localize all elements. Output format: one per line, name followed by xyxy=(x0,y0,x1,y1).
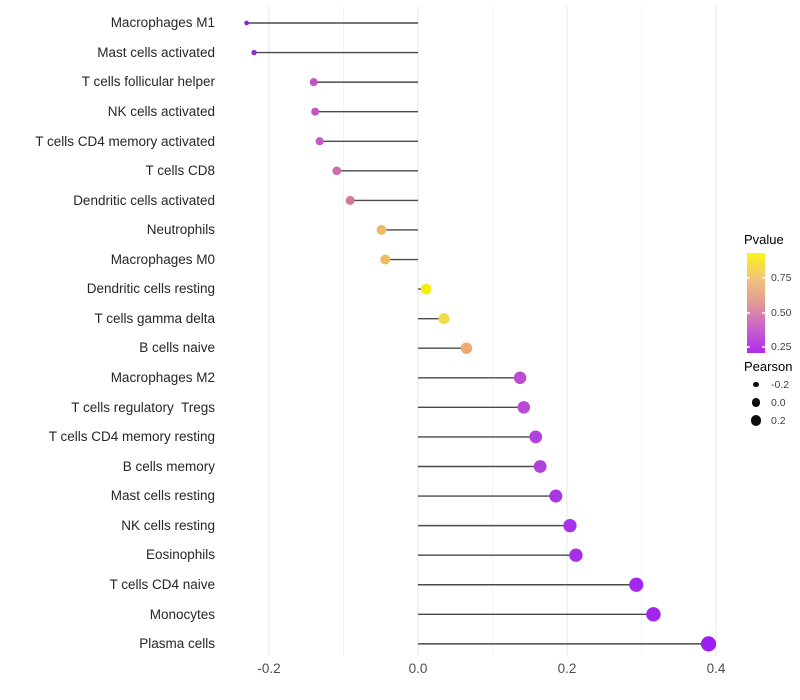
gradient-tick-mark xyxy=(747,312,750,314)
y-axis-label: Neutrophils xyxy=(146,222,215,238)
pvalue-gradient-bar xyxy=(747,253,765,353)
lollipop-dot xyxy=(420,283,432,295)
pearson-legend-dot xyxy=(753,381,759,388)
x-axis-tick-label: 0.0 xyxy=(408,661,428,676)
x-axis-tick-label: 0.4 xyxy=(706,661,726,676)
lollipop-dot xyxy=(563,518,577,533)
gradient-tick-mark xyxy=(747,346,750,348)
lollipop-dot xyxy=(251,49,257,56)
lollipop-dot xyxy=(332,166,342,176)
y-axis-label: T cells CD4 memory activated xyxy=(35,133,215,149)
pearson-legend-dot xyxy=(750,415,762,426)
y-axis-label: Monocytes xyxy=(149,606,215,622)
y-axis-label: Macrophages M0 xyxy=(110,251,215,267)
pearson-legend-label: 0.2 xyxy=(771,414,786,427)
pearson-legend-label: 0.0 xyxy=(771,396,786,409)
x-axis-tick-label: -0.2 xyxy=(257,661,281,676)
y-axis-label: T cells CD8 xyxy=(145,163,215,179)
lollipop-dot xyxy=(517,401,531,414)
lollipop-dot xyxy=(646,607,661,622)
lollipop-dot xyxy=(315,137,324,146)
lollipop-dot xyxy=(380,254,391,265)
pearson-legend-label: -0.2 xyxy=(771,378,790,391)
gradient-tick-mark xyxy=(747,277,750,279)
pvalue-legend-tick-label: 0.50 xyxy=(771,307,792,319)
pvalue-legend-title: Pvalue xyxy=(744,232,784,247)
y-axis-label: Mast cells activated xyxy=(97,44,215,60)
y-axis-label: Mast cells resting xyxy=(110,488,215,504)
gradient-tick-mark xyxy=(762,277,765,279)
lollipop-dot xyxy=(569,548,583,562)
y-axis-label: Dendritic cells activated xyxy=(73,192,215,208)
y-axis-label: B cells memory xyxy=(122,458,215,474)
y-axis-label: Plasma cells xyxy=(139,636,215,652)
lollipop-dot xyxy=(533,460,547,473)
y-axis-label: Macrophages M1 xyxy=(110,15,215,31)
lollipop-dot xyxy=(438,313,450,325)
gradient-tick-mark xyxy=(762,312,765,314)
lollipop-dot xyxy=(309,78,318,87)
lollipop-dot xyxy=(345,195,355,205)
lollipop-dot xyxy=(549,489,563,503)
y-axis-label: Macrophages M2 xyxy=(110,370,215,386)
lollipop-dot xyxy=(376,225,387,235)
y-axis-label: NK cells activated xyxy=(107,103,215,119)
pearson-legend-title: Pearson xyxy=(744,359,793,374)
y-axis-label: T cells CD4 naive xyxy=(109,577,215,592)
lollipop-dot xyxy=(700,636,717,652)
y-axis-label: T cells follicular helper xyxy=(81,74,215,90)
y-axis-label: T cells CD4 memory resting xyxy=(48,429,215,445)
y-axis-label: T cells regulatory Tregs xyxy=(71,399,215,415)
lollipop-dot xyxy=(244,20,250,26)
gradient-tick-mark xyxy=(762,346,765,348)
y-axis-label: B cells naive xyxy=(139,340,215,356)
lollipop-dot xyxy=(629,577,644,592)
y-axis-label: T cells gamma delta xyxy=(94,310,215,326)
y-axis-label: Eosinophils xyxy=(145,547,215,563)
lollipop-dot xyxy=(529,430,543,444)
y-axis-label: NK cells resting xyxy=(121,517,215,533)
lollipop-dot xyxy=(460,342,473,355)
lollipop-dot xyxy=(513,371,527,385)
pearson-legend-dot xyxy=(751,398,761,407)
pvalue-legend-tick-label: 0.25 xyxy=(771,341,792,353)
x-axis-tick-label: 0.2 xyxy=(557,661,577,676)
lollipop-dot xyxy=(311,107,320,116)
pvalue-legend-tick-label: 0.75 xyxy=(771,272,792,284)
y-axis-label: Dendritic cells resting xyxy=(86,281,215,297)
